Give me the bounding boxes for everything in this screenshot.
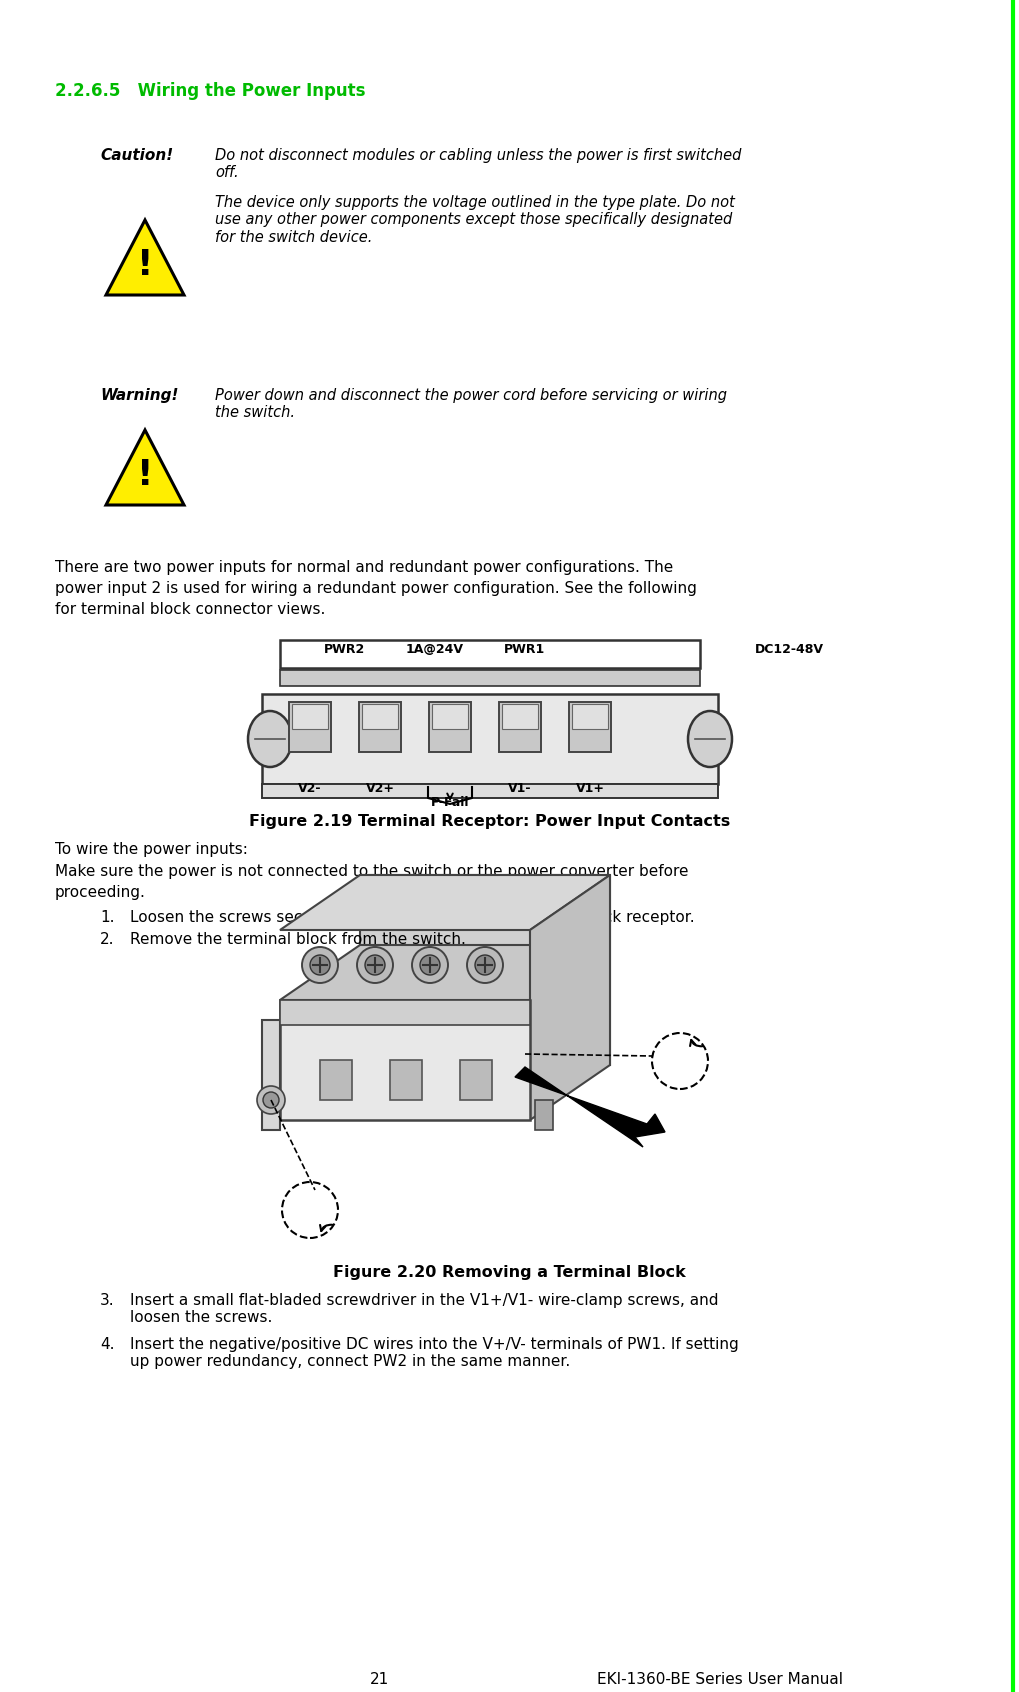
Polygon shape [280,1000,530,1120]
Bar [535,1100,553,1130]
Text: To wire the power inputs:: To wire the power inputs: [55,843,248,858]
Text: 1A@24V: 1A@24V [406,643,464,656]
Circle shape [357,948,393,983]
Bar [362,704,398,729]
Polygon shape [280,946,610,1000]
Text: 2.: 2. [100,932,114,948]
Bar [359,702,401,751]
Bar [280,640,700,668]
Text: 4.: 4. [100,1337,114,1352]
Text: V1+: V1+ [576,782,604,795]
Circle shape [475,954,495,975]
Text: V2+: V2+ [366,782,394,795]
Text: DC12-48V: DC12-48V [755,643,824,656]
Circle shape [365,954,385,975]
Polygon shape [515,1068,665,1147]
Text: V2-: V2- [299,782,322,795]
Bar [262,694,718,783]
Bar [390,1059,422,1100]
Text: 2.2.6.5   Wiring the Power Inputs: 2.2.6.5 Wiring the Power Inputs [55,81,366,100]
Text: Figure 2.20 Removing a Terminal Block: Figure 2.20 Removing a Terminal Block [332,1266,686,1281]
Text: The device only supports the voltage outlined in the type plate. Do not
use any : The device only supports the voltage out… [215,195,735,245]
Polygon shape [360,875,610,1064]
Text: 21: 21 [370,1672,389,1687]
Text: Power down and disconnect the power cord before servicing or wiring
the switch.: Power down and disconnect the power cord… [215,387,727,420]
Bar [280,670,700,685]
Bar [320,1059,352,1100]
Bar [572,704,608,729]
Polygon shape [530,875,610,1120]
Text: V1-: V1- [508,782,532,795]
Polygon shape [262,1020,280,1130]
Text: power input 2 is used for wiring a redundant power configuration. See the follow: power input 2 is used for wiring a redun… [55,580,697,596]
Text: PWR1: PWR1 [504,643,545,656]
Circle shape [302,948,338,983]
Bar [292,704,328,729]
Circle shape [412,948,448,983]
Circle shape [310,954,330,975]
Text: 3.: 3. [100,1293,114,1308]
Polygon shape [106,430,184,504]
Text: P-Fail: P-Fail [431,795,470,809]
Polygon shape [280,875,610,931]
Text: proceeding.: proceeding. [55,885,146,900]
Bar [499,702,541,751]
Polygon shape [106,220,184,294]
Circle shape [420,954,440,975]
Text: for terminal block connector views.: for terminal block connector views. [55,602,325,618]
Text: 1.: 1. [100,910,114,926]
Text: Make sure the power is not connected to the switch or the power converter before: Make sure the power is not connected to … [55,865,689,880]
Text: PWR2: PWR2 [324,643,366,656]
Bar [262,783,718,799]
Ellipse shape [248,711,292,766]
Bar [432,704,468,729]
Circle shape [263,1091,279,1108]
Bar [429,702,471,751]
Circle shape [467,948,503,983]
Text: Insert a small flat-bladed screwdriver in the V1+/V1- wire-clamp screws, and
loo: Insert a small flat-bladed screwdriver i… [130,1293,718,1325]
Text: EKI-1360-BE Series User Manual: EKI-1360-BE Series User Manual [597,1672,843,1687]
Bar [289,702,331,751]
Text: There are two power inputs for normal and redundant power configurations. The: There are two power inputs for normal an… [55,560,674,575]
Text: !: ! [137,459,153,492]
Text: Insert the negative/positive DC wires into the V+/V- terminals of PW1. If settin: Insert the negative/positive DC wires in… [130,1337,739,1369]
Text: Loosen the screws securing terminal block to the terminal block receptor.: Loosen the screws securing terminal bloc… [130,910,695,926]
Text: !: ! [137,249,153,283]
Text: Warning!: Warning! [100,387,178,403]
Text: Remove the terminal block from the switch.: Remove the terminal block from the switc… [130,932,466,948]
Bar [502,704,538,729]
Bar [569,702,611,751]
Text: Figure 2.19 Terminal Receptor: Power Input Contacts: Figure 2.19 Terminal Receptor: Power Inp… [250,814,731,829]
Bar [460,1059,492,1100]
Text: Do not disconnect modules or cabling unless the power is first switched
off.: Do not disconnect modules or cabling unl… [215,147,742,181]
Circle shape [257,1086,285,1113]
Ellipse shape [688,711,732,766]
Text: Caution!: Caution! [100,147,173,162]
Bar [280,1000,530,1025]
